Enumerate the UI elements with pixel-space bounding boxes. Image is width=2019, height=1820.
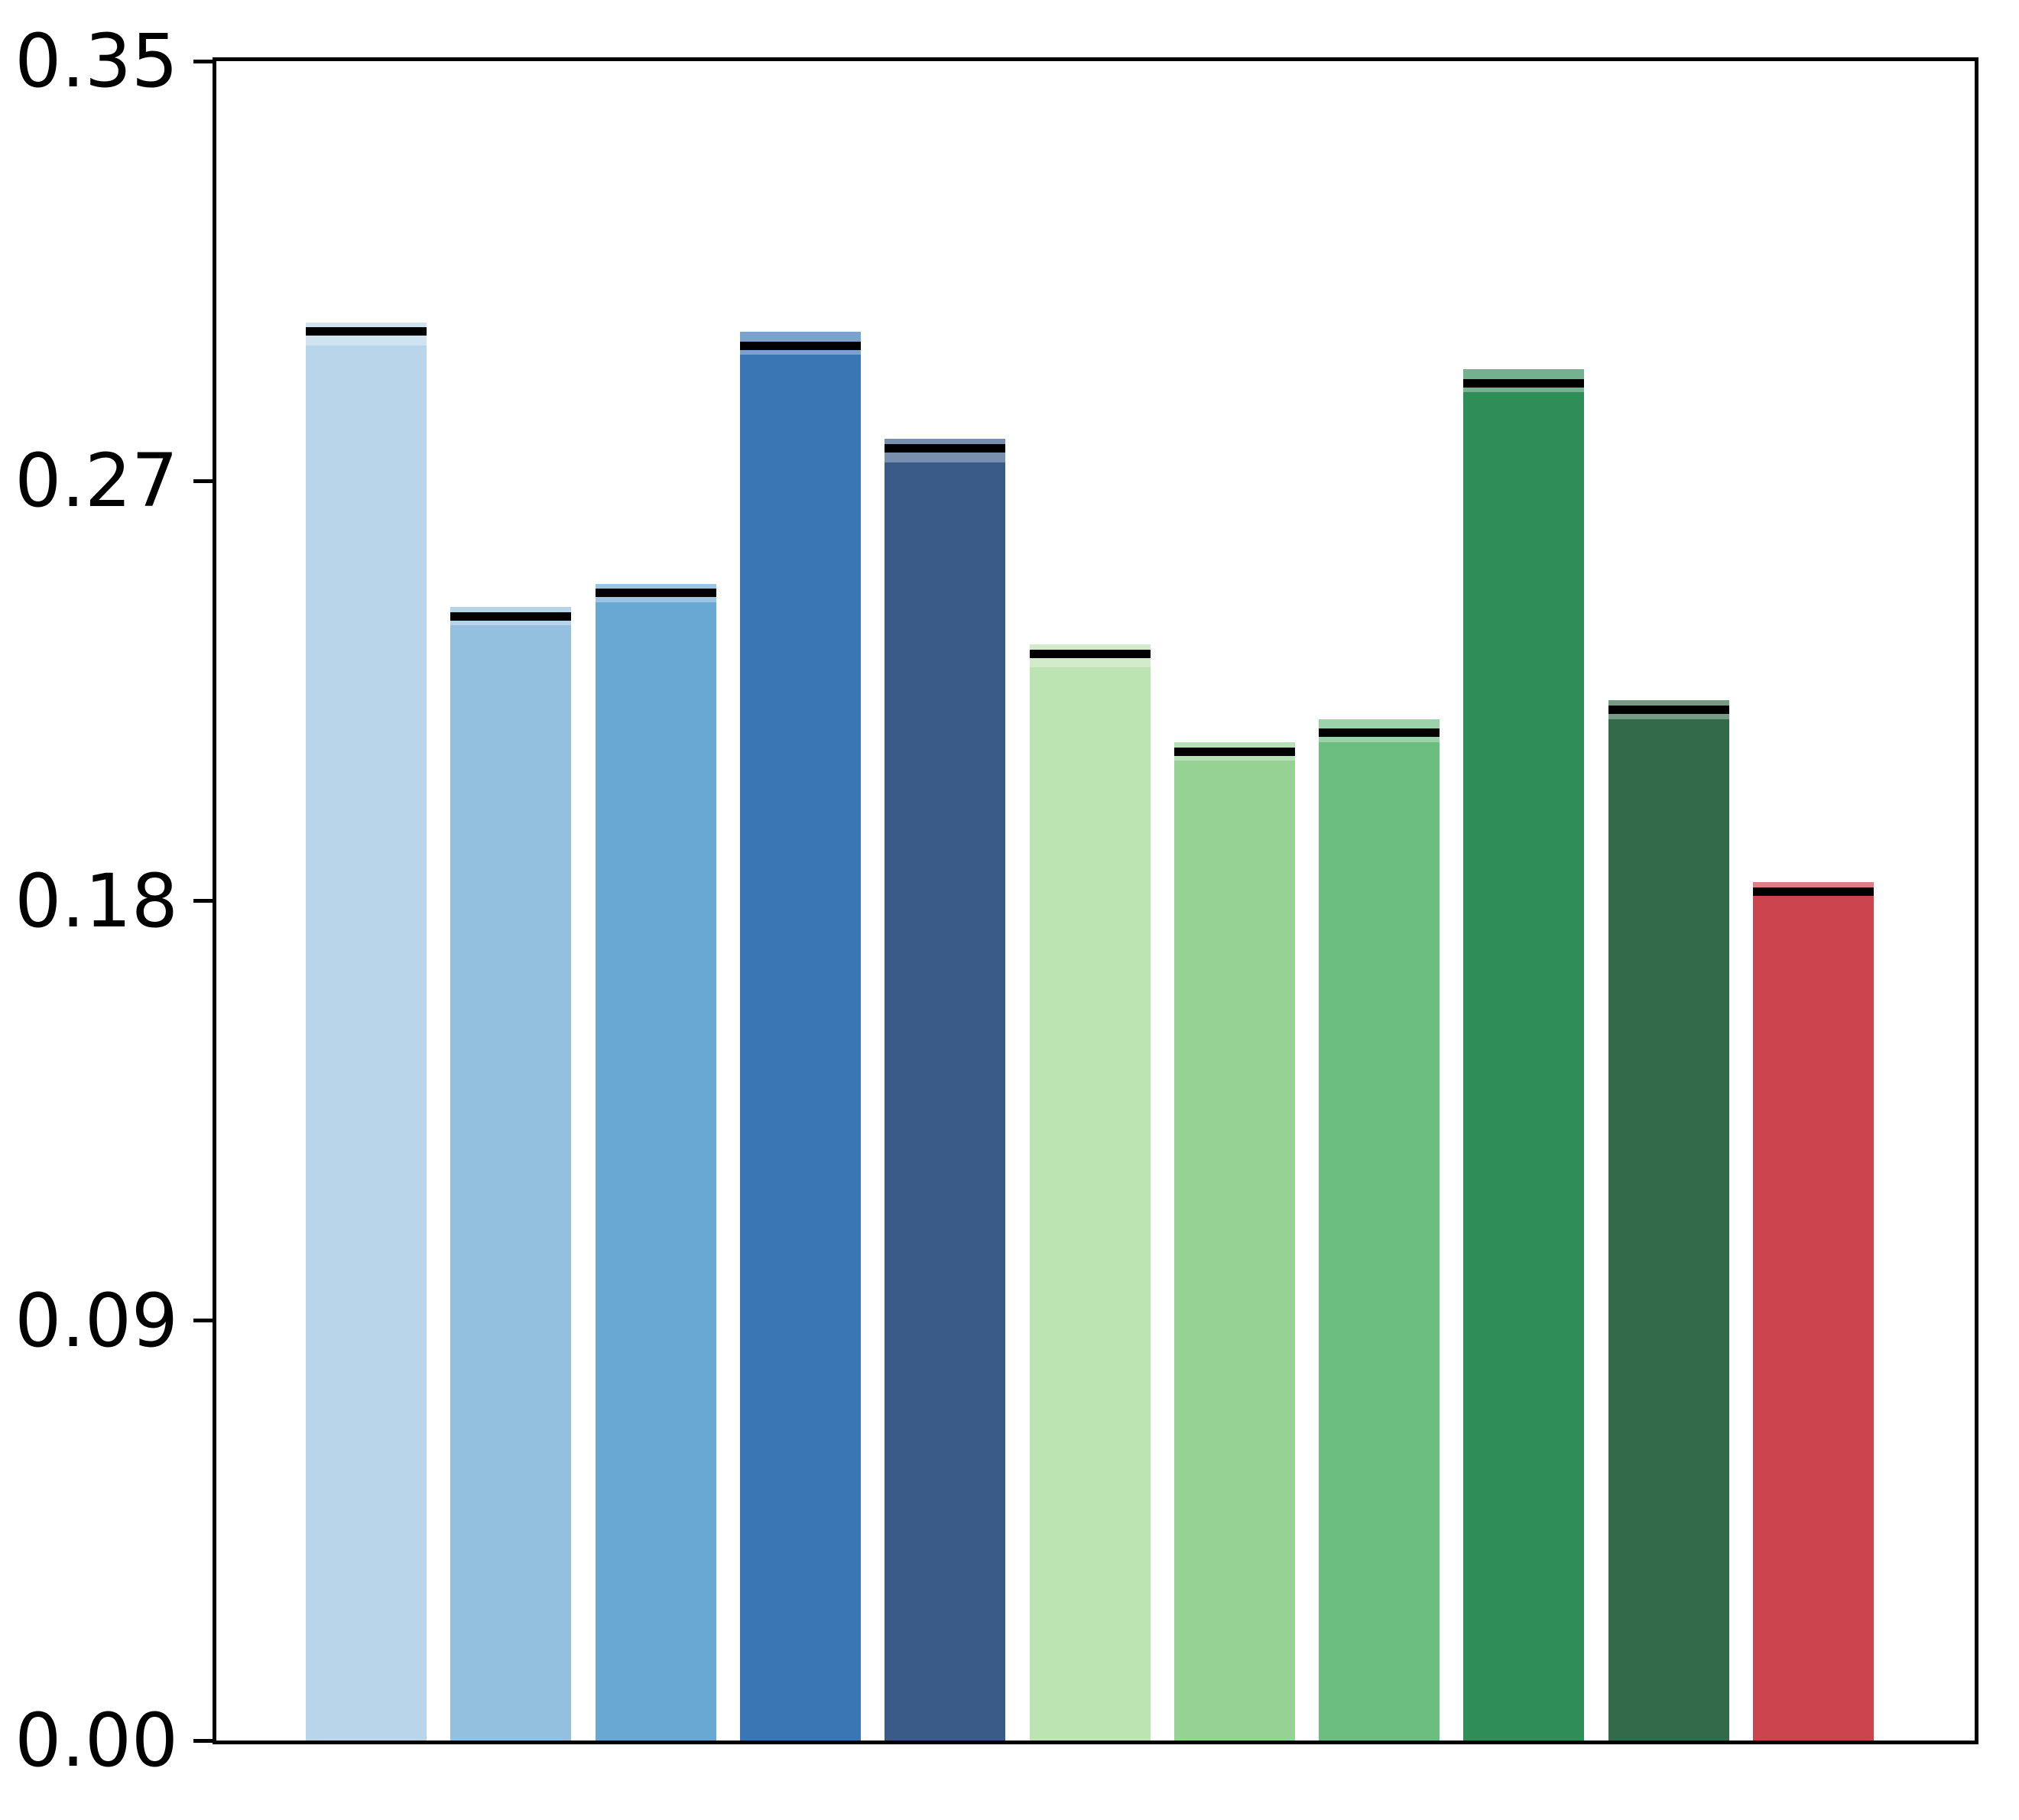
bar-marker-line [1173, 747, 1295, 756]
bar-marker-line [739, 341, 861, 350]
bar [1319, 742, 1440, 1741]
bar-marker-line [1608, 705, 1729, 714]
bar [1463, 392, 1585, 1741]
bar [739, 355, 861, 1741]
y-axis-tick-label: 0.00 [15, 1698, 178, 1783]
bar-marker-line [306, 327, 427, 336]
bar [1029, 667, 1151, 1741]
bar-marker-line [450, 612, 572, 621]
bar-marker-line [1463, 378, 1585, 388]
plot-area: 0.00 0.09 0.18 0.27 0.35 [15, 24, 1978, 1777]
bar [1173, 761, 1295, 1741]
y-axis-tick [193, 1738, 213, 1743]
bar [595, 602, 716, 1741]
bar-marker-line [595, 589, 716, 598]
y-axis-tick-label: 0.18 [15, 858, 178, 944]
bar [306, 346, 427, 1741]
bar [1608, 719, 1729, 1741]
bar-marker-line [1029, 649, 1151, 658]
y-axis-tick-label: 0.09 [15, 1277, 178, 1364]
bar [885, 462, 1006, 1741]
bar-marker-line [1319, 728, 1440, 738]
y-axis-tick [193, 899, 213, 903]
bar [450, 625, 572, 1741]
y-axis-tick [193, 1319, 213, 1323]
y-axis-tick-label: 0.35 [15, 18, 178, 104]
bar-marker-line [1753, 887, 1874, 896]
y-axis-tick [193, 479, 213, 483]
y-axis-tick [193, 59, 213, 63]
bar [1753, 896, 1874, 1741]
bar-marker-line [885, 444, 1006, 453]
y-axis-tick-label: 0.27 [15, 438, 178, 524]
